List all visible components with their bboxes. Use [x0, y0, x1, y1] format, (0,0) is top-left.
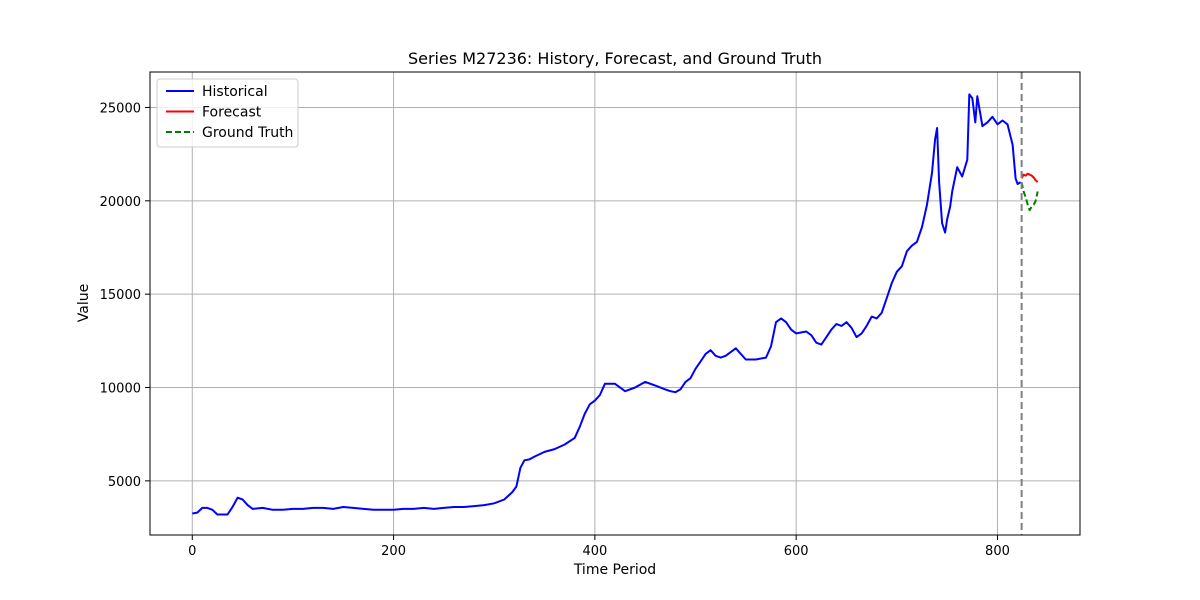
y-axis: 5000 10000 15000 20000 25000 [100, 101, 150, 490]
series-layer [192, 93, 1039, 516]
grid-lines [150, 72, 1080, 535]
y-tick-label: 15000 [100, 288, 141, 303]
series-forecast-line [1020, 172, 1039, 183]
y-tick-label: 25000 [100, 101, 141, 116]
series-ground-truth-line [1020, 181, 1039, 212]
legend-box [156, 78, 299, 148]
y-tick-label: 10000 [100, 382, 141, 397]
legend-label: Historical [202, 84, 268, 100]
x-tick-label: 0 [188, 544, 196, 559]
y-tick-label: 5000 [108, 475, 141, 490]
x-tick-label: 600 [784, 544, 809, 559]
series-historical-line [192, 93, 1022, 516]
x-tick-label: 800 [985, 544, 1010, 559]
plot-frame [149, 71, 1081, 536]
legend-label: Ground Truth [202, 125, 293, 141]
chart-title: Series M27236: History, Forecast, and Gr… [408, 49, 822, 68]
x-tick-label: 200 [381, 544, 406, 559]
legend: Historical Forecast Ground Truth [156, 78, 299, 148]
y-axis-label: Value [76, 284, 92, 322]
legend-label: Forecast [202, 105, 262, 121]
x-tick-label: 400 [582, 544, 607, 559]
x-axis-label: Time Period [573, 562, 656, 578]
y-tick-label: 20000 [100, 195, 141, 210]
x-axis: 0 200 400 600 800 [188, 535, 1010, 559]
